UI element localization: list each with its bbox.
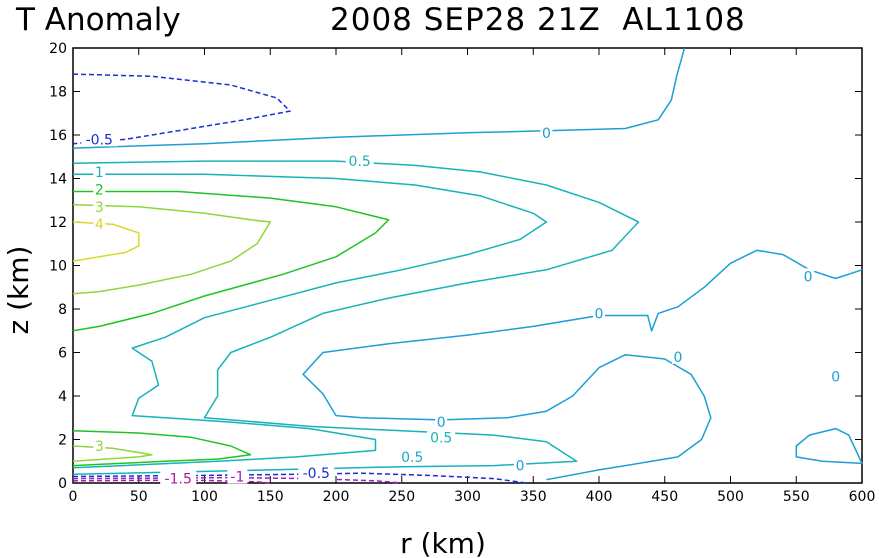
contour-line: [72, 73, 291, 145]
x-tick-label: 100: [191, 489, 218, 505]
chart-title-datetime-storm: 2008 SEP28 21Z AL1108: [330, 2, 746, 38]
contour-label: 2: [95, 182, 104, 198]
x-tick-label: 350: [520, 489, 547, 505]
contour-label: -1: [230, 469, 244, 485]
x-tick-label: 550: [783, 489, 810, 505]
contour-line: [72, 203, 272, 295]
contour-line: [72, 476, 402, 484]
x-tick-label: 400: [586, 489, 613, 505]
contour-label: 0: [542, 126, 551, 142]
y-tick-label: 4: [58, 389, 67, 405]
contour-line: [72, 190, 390, 332]
y-tick-label: 6: [58, 346, 67, 362]
x-tick-label: 450: [651, 489, 678, 505]
contour-label-mask: [435, 414, 448, 430]
contour-label-mask: [514, 457, 527, 473]
contour-label: 3: [95, 439, 104, 455]
contour-label-mask: [671, 348, 684, 364]
contour-label-mask: [93, 216, 106, 232]
contour-label-mask: [593, 305, 605, 321]
y-tick-label: 10: [49, 259, 67, 275]
contour-label: 0: [804, 269, 813, 285]
contour-line: [72, 221, 140, 262]
contour-label: 1: [95, 165, 104, 181]
contour-label-mask: [829, 368, 842, 384]
y-tick-label: 18: [49, 85, 67, 101]
contour-label: 3: [95, 200, 104, 216]
x-tick-label: 300: [454, 489, 481, 505]
x-tick-label: 600: [849, 489, 876, 505]
contour-label-mask: [345, 153, 374, 169]
x-tick-label: 500: [717, 489, 744, 505]
contour-label: 0: [437, 415, 446, 431]
contour-label: 0: [673, 350, 682, 366]
y-tick-label: 16: [49, 128, 67, 144]
contour-label-mask: [227, 468, 248, 484]
contour-label: 4: [95, 217, 104, 233]
contour-label: 0: [831, 369, 840, 385]
contour-label-mask: [81, 131, 118, 147]
y-tick-label: 0: [58, 476, 67, 492]
y-tick-label: 2: [58, 433, 67, 449]
contour-line: [72, 445, 153, 463]
y-tick-label: 14: [49, 172, 67, 188]
contour-label-mask: [398, 448, 427, 464]
y-tick-label: 20: [49, 41, 67, 57]
x-axis-label: r (km): [400, 527, 486, 558]
contour-line: [72, 479, 271, 484]
contour-label-mask: [93, 198, 106, 214]
x-tick-label: 50: [130, 489, 148, 505]
contour-label-mask: [298, 465, 335, 481]
y-tick-label: 12: [49, 215, 67, 231]
contour-label: 0: [595, 306, 604, 322]
contour-label: -0.5: [303, 466, 330, 482]
x-tick-label: 0: [69, 489, 78, 505]
x-tick-label: 150: [257, 489, 284, 505]
contour-label: -0.5: [86, 132, 113, 148]
contour-label-mask: [802, 268, 815, 284]
contour-line: [72, 430, 252, 467]
contour-label-mask: [160, 470, 197, 486]
contour-line: [795, 427, 863, 465]
contour-label-mask: [93, 163, 106, 179]
chart-title-variable: T Anomaly: [16, 2, 181, 38]
contour-label-mask: [427, 429, 456, 445]
y-tick-label: 8: [58, 302, 67, 318]
contour-line: [72, 47, 686, 149]
contour-line: [72, 472, 527, 484]
y-axis-label: z (km): [2, 246, 35, 335]
contour-label-mask: [93, 181, 106, 197]
contour-line: [302, 249, 863, 481]
contour-label: -1.5: [165, 472, 192, 488]
x-tick-label: 200: [323, 489, 350, 505]
contour-label: 0.5: [401, 450, 423, 466]
plot-frame: [72, 47, 863, 484]
contour-label-mask: [540, 124, 553, 140]
contour-label-mask: [93, 438, 106, 454]
contour-label: 0: [516, 459, 525, 475]
x-tick-label: 250: [388, 489, 415, 505]
contour-label: 0.5: [430, 430, 452, 446]
contour-line: [72, 173, 548, 469]
contour-label: 0.5: [349, 154, 371, 170]
contour-line: [72, 160, 640, 476]
